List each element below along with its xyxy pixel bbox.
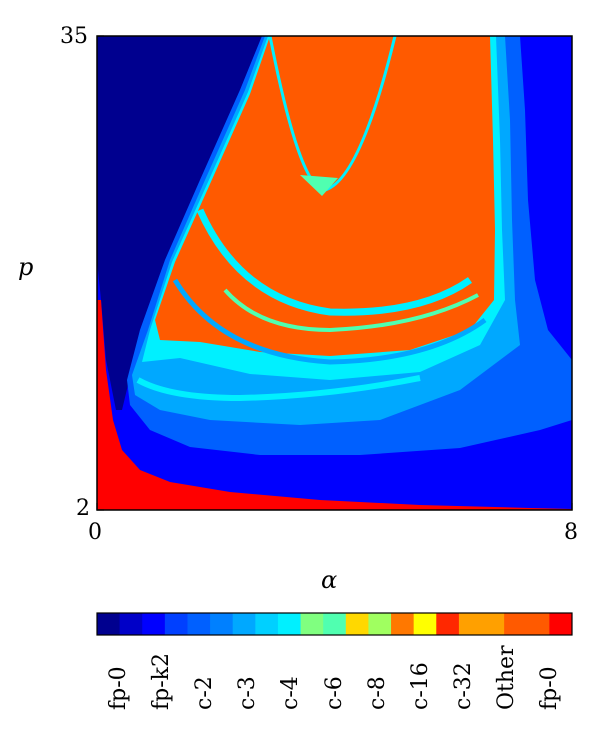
colorbar-label: Other <box>494 645 520 710</box>
colorbar-label: c-3 <box>235 676 261 710</box>
y-axis-label: p <box>18 253 34 281</box>
colorbar-label: c-8 <box>364 676 390 710</box>
colorbar-label: fp-0 <box>105 666 131 710</box>
colorbar-label: fp-k2 <box>148 653 174 710</box>
band-c-4-inner <box>196 208 473 316</box>
axes-frame <box>96 35 573 511</box>
colorbar-label: c-4 <box>278 676 304 710</box>
x-axis-label: α <box>321 566 338 594</box>
tick-marks <box>96 35 573 511</box>
y-tick-35: 35 <box>60 24 88 49</box>
x-tick-8: 8 <box>564 520 578 545</box>
x-tick-0: 0 <box>88 520 102 545</box>
colorbar-label: c-32 <box>451 662 477 710</box>
region-other <box>155 36 495 356</box>
heatmap-regions <box>97 36 572 510</box>
colorbar-label: c-2 <box>191 676 217 710</box>
colorbar-label: c-16 <box>407 662 433 710</box>
arc-c-6-tip <box>300 175 338 196</box>
band-c-3-inner <box>172 278 487 365</box>
y-tick-2: 2 <box>76 496 90 521</box>
region-fp-0-dark <box>97 36 262 410</box>
region-fp-0-red <box>97 300 572 510</box>
band-lower <box>136 375 421 402</box>
band-c-6-inner <box>223 288 479 333</box>
colorbar-label: c-6 <box>321 676 347 710</box>
colorbar-label: fp-0 <box>537 666 563 710</box>
